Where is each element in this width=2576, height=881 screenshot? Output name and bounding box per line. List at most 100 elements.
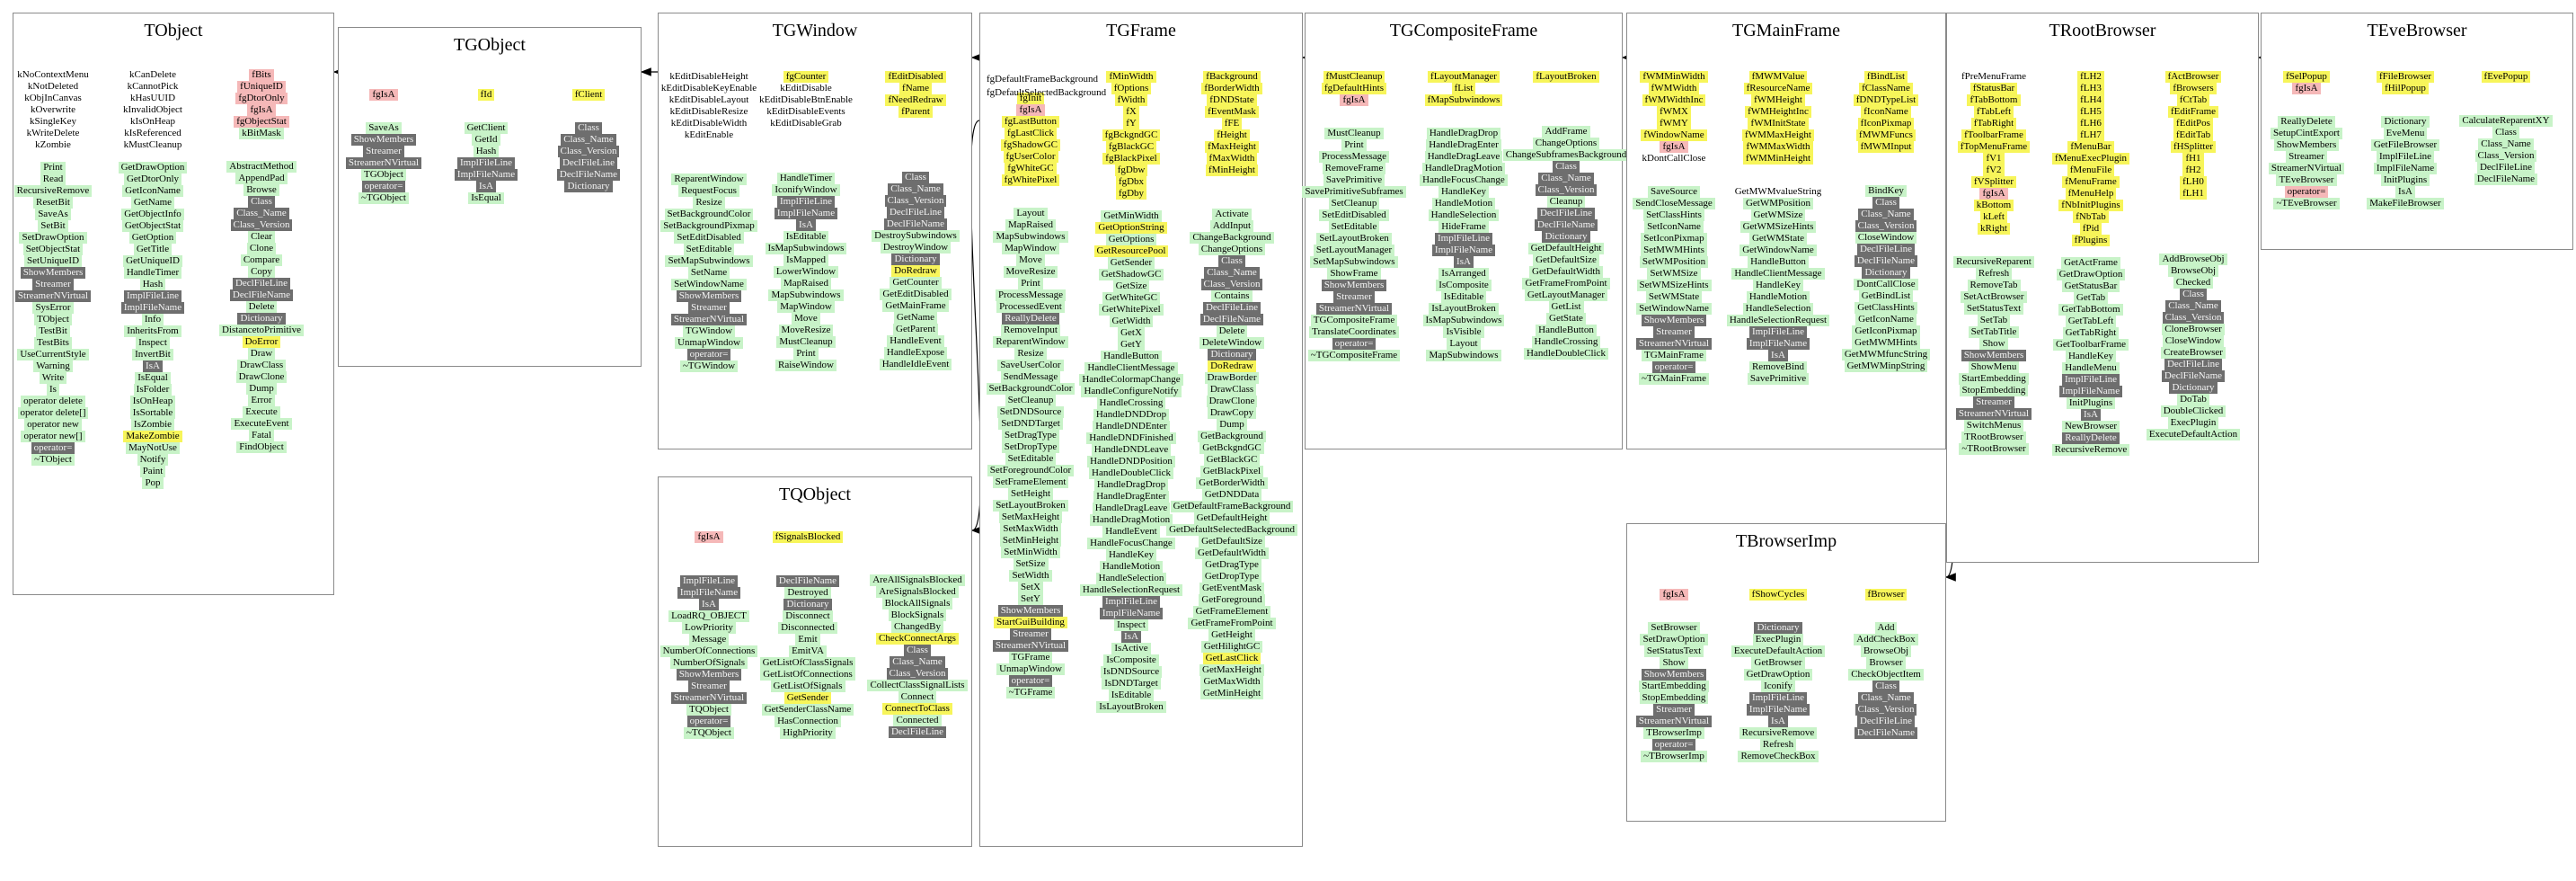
class-title: TEveBrowser xyxy=(2367,21,2467,40)
enum-constant: kEditDisableBtnEnable xyxy=(759,94,853,105)
method: GetBlackGC xyxy=(1203,454,1261,466)
method: GetBrowser xyxy=(1751,657,1805,669)
data-member: fgInit xyxy=(1016,93,1045,104)
method: MayNotUse xyxy=(126,442,180,454)
inherited-member: Class_Version xyxy=(2162,312,2225,324)
method: RemoveTab xyxy=(1967,280,2021,291)
inherited-member: IsA xyxy=(143,360,163,372)
method: Activate xyxy=(1212,209,1252,220)
inherited-member: ImplFileName xyxy=(677,587,741,599)
method: SetWMSize xyxy=(1647,268,1701,280)
inherited-member: Class_Name xyxy=(888,183,943,195)
method: GetDefaultWidth xyxy=(1195,547,1269,559)
method: GetSenderClassName xyxy=(761,704,854,716)
data-member: fHilPopup xyxy=(2382,83,2429,94)
method: HandleCrossing xyxy=(1531,336,1601,348)
method: HandleButton xyxy=(1536,325,1597,336)
method: SetIconPixmap xyxy=(1641,233,1707,245)
method: Dump xyxy=(246,383,277,395)
method: DrawClone xyxy=(235,371,288,383)
data-member: fHeight xyxy=(1214,129,1250,141)
method: GetDefaultSelectedBackground xyxy=(1166,524,1297,536)
inherited-member: Class_Version xyxy=(557,146,620,157)
data-member: fSelPopup xyxy=(2283,71,2330,83)
enum-constant: kEditDisable xyxy=(780,83,832,93)
inherited-member: Class_Name xyxy=(2165,300,2221,312)
method: GetFileBrowser xyxy=(2370,139,2440,151)
method: TGWindow xyxy=(682,325,736,337)
data-member: fDNDState xyxy=(1207,94,1257,106)
method: StartEmbedding xyxy=(1959,373,2029,385)
data-member: fY xyxy=(1123,118,1139,129)
method: StopEmbedding xyxy=(1959,385,2029,396)
inherited-member: StreamerNVirtual xyxy=(1635,716,1713,727)
member-column: fMinWidth fOptions fWidth fX fY fgBckgndGC fgB… xyxy=(1077,71,1185,713)
method: GetListOfClassSignals xyxy=(759,657,856,669)
static-member: fgIsA xyxy=(1660,141,1688,153)
data-member: fLH7 xyxy=(2077,129,2104,141)
data-member: fgBlackPixel xyxy=(1102,153,1160,165)
method: SetHeight xyxy=(1008,488,1053,500)
method: Cleanup xyxy=(1546,196,1586,208)
method: Print xyxy=(1341,139,1367,151)
method: MapWindow xyxy=(1002,243,1059,254)
method: HandleFocusChange xyxy=(1087,538,1175,549)
data-member: fDNDTypeList xyxy=(1853,94,1919,106)
enum-constant: kEditDisableHeight xyxy=(669,71,748,82)
method: InitPlugins xyxy=(2380,174,2430,186)
inherited-member: ImplFileName xyxy=(1099,608,1164,619)
method: DistancetoPrimitive xyxy=(219,325,304,336)
method: GetIconName xyxy=(1855,314,1917,325)
inherited-member: DeclFileLine xyxy=(1856,716,1916,727)
method: GetIconName xyxy=(122,185,183,197)
data-member: fEditFrame xyxy=(2167,106,2219,118)
method: GetBckgndGC xyxy=(1199,442,1264,454)
method: SetMWMHints xyxy=(1641,245,1707,256)
data-member: fgDefaultHints xyxy=(1322,83,1386,94)
inherited-member: ShowMembers xyxy=(676,669,742,681)
method: HandleClientMessage xyxy=(1731,268,1825,280)
method: DestroyWindow xyxy=(880,242,952,254)
method: DrawCopy xyxy=(1207,407,1257,419)
method: AbstractMethod xyxy=(226,161,297,173)
inherited-member: operator= xyxy=(686,716,731,727)
data-member: fMenuFile xyxy=(2067,165,2115,176)
static-member: fgIsA xyxy=(1016,104,1045,116)
method: SetObjectStat xyxy=(22,244,84,255)
method: MapSubwindows xyxy=(993,231,1068,243)
method: SetStatusText xyxy=(1643,645,1704,657)
method: Fatal xyxy=(249,430,274,441)
method: operator new[] xyxy=(21,431,85,442)
data-member: fgBlackGC xyxy=(1105,141,1157,153)
method: Resize xyxy=(1014,348,1047,360)
data-member: fMWMFuncs xyxy=(1856,129,1916,141)
method: Message xyxy=(688,634,730,645)
inherited-member: StreamerNVirtual xyxy=(345,157,422,169)
data-member: StartGuiBuilding xyxy=(994,617,1067,628)
method: Class_Name xyxy=(2478,138,2534,150)
inherited-member: operator= xyxy=(1651,361,1696,373)
inherited-member: Streamer xyxy=(1010,628,1051,640)
data-member: fParent xyxy=(899,106,933,118)
method: ShowMenu xyxy=(1968,361,2020,373)
method: SetWMSizeHints xyxy=(1636,280,1712,291)
method: HandleDoubleClick xyxy=(1524,348,1608,360)
method: GetBlackPixel xyxy=(1199,466,1264,477)
member-column: fClient Class Class_Name Class_Version DeclF… xyxy=(535,89,642,192)
inherited-member: ShowMembers xyxy=(1641,315,1707,326)
data-member: fEditDisabled xyxy=(885,71,946,83)
data-member: fEditTab xyxy=(2173,129,2214,141)
member-column: fSelPopup fgIsA ReallyDelete SetupCintExpor… xyxy=(2253,71,2360,209)
data-member: fMenuFrame xyxy=(2062,176,2120,188)
method: TQObject xyxy=(686,704,731,716)
data-member: fV1 xyxy=(1983,153,2005,165)
method: ShowMembers xyxy=(2273,139,2340,151)
method: Info xyxy=(141,314,164,325)
inherited-member: Class_Name xyxy=(1538,173,1594,184)
method: Class xyxy=(2492,127,2519,138)
inherited-member: ImplFileName xyxy=(454,169,518,181)
method: RemoveFrame xyxy=(1322,163,1386,174)
data-member: fMaxHeight xyxy=(1205,141,1259,153)
method: CreateBrowser xyxy=(2161,347,2226,359)
data-member: fName xyxy=(899,83,932,94)
